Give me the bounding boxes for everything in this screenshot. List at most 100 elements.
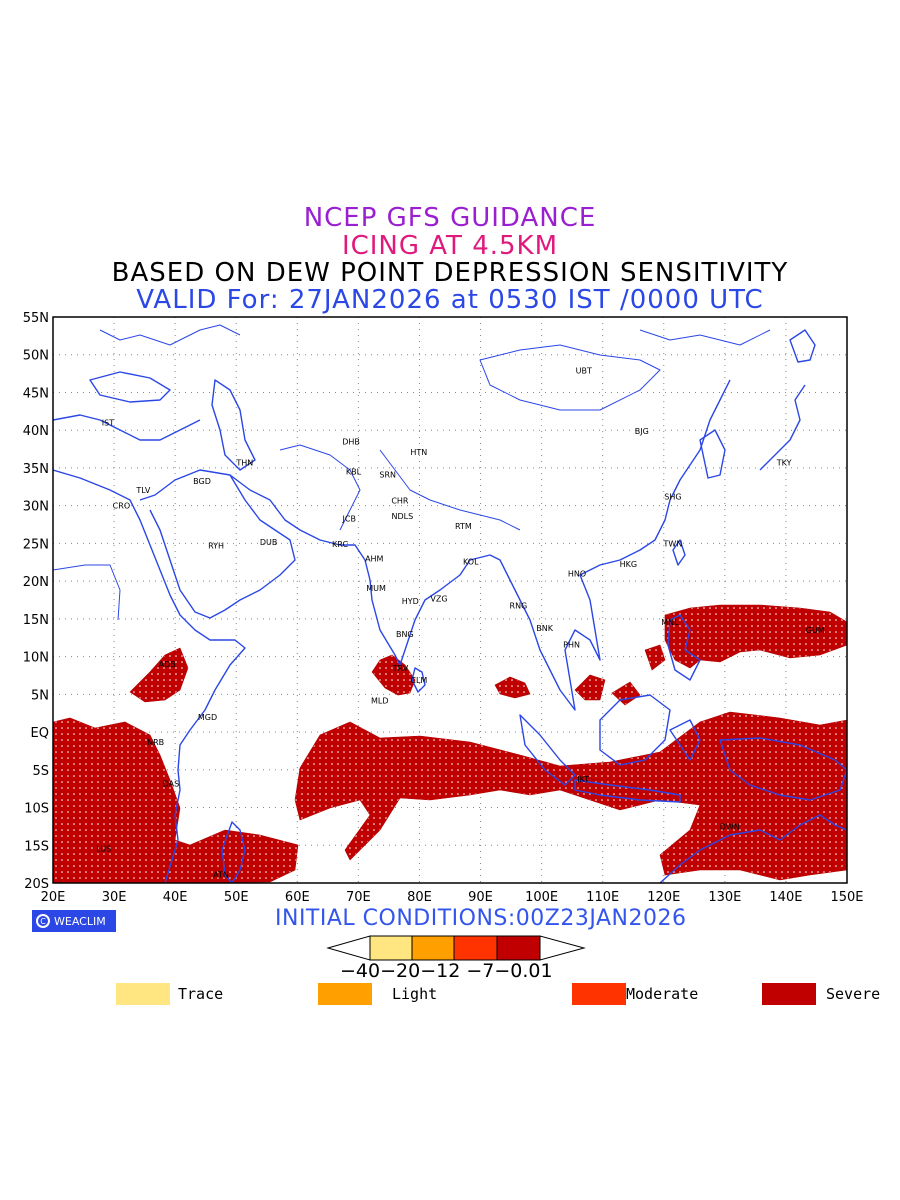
y-tick-label: 15N (23, 613, 49, 628)
colorbar-right-arrow (539, 935, 586, 961)
city-label-mld: MLD (371, 696, 389, 705)
city-label-trv: TRV (392, 664, 409, 673)
y-tick-label: 50N (23, 349, 49, 364)
city-label-vzg: VZG (430, 594, 447, 603)
colorbar-light (411, 935, 455, 961)
city-label-hkg: HKG (620, 560, 637, 569)
city-label-kbl: KBL (346, 468, 362, 477)
legend-label-light: Light (392, 985, 438, 1003)
city-label-clm: CLM (410, 676, 427, 685)
city-label-dwn: DWN (720, 822, 740, 831)
icing-region-sri-lanka (371, 654, 416, 696)
x-tick-label: 100E (525, 890, 558, 905)
legend-item-trace: Trace (116, 982, 223, 1006)
coastlines (53, 324, 847, 883)
city-label-bng: BNG (396, 630, 414, 639)
city-label-rtm: RTM (455, 522, 472, 531)
city-label-hyd: HYD (402, 597, 419, 606)
legend-swatch-trace (116, 983, 170, 1005)
city-label-gum: GUM (806, 626, 825, 635)
y-tick-label: 20S (24, 877, 49, 892)
y-tick-label: 20N (23, 575, 49, 590)
colorbar-trace (369, 935, 413, 961)
city-label-jkt: JKT (576, 775, 589, 784)
legend-label-moderate: Moderate (626, 985, 699, 1003)
icing-region-indian-ocean-belt (294, 711, 847, 881)
x-tick-label: 110E (586, 890, 619, 905)
colorbar-left-arrow (326, 935, 371, 961)
y-tick-label: 15S (24, 839, 49, 854)
x-tick-label: 30E (102, 890, 127, 905)
city-label-bjg: BJG (635, 427, 649, 436)
x-tick-label: 20E (41, 890, 66, 905)
city-label-lus: LUS (96, 844, 111, 853)
x-tick-label: 80E (407, 890, 432, 905)
x-tick-label: 90E (468, 890, 493, 905)
city-label-tky: TKY (776, 459, 792, 468)
title-line-1: NCEP GFS GUIDANCE (303, 203, 597, 233)
y-tick-label: 35N (23, 462, 49, 477)
city-label-thn: THN (235, 459, 253, 468)
city-label-ist: IST (102, 419, 114, 428)
x-tick-label: 150E (830, 890, 863, 905)
city-label-ubt: UBT (576, 367, 592, 376)
colorbar-moderate (453, 935, 498, 961)
city-label-rng: RNG (510, 601, 528, 610)
y-tick-label: 40N (23, 424, 49, 439)
city-label-das: DAS (163, 779, 180, 788)
city-label-srn: SRN (379, 471, 396, 480)
title-line-4: VALID For: 27JAN2026 at 0530 IST /0000 U… (136, 285, 764, 315)
icing-region-malay (574, 674, 606, 701)
city-label-shg: SHG (664, 493, 681, 502)
y-tick-label: 30N (23, 500, 49, 515)
city-label-adb: ADB (159, 660, 176, 669)
city-label-bnk: BNK (536, 624, 553, 633)
city-label-jcb: JCB (342, 514, 356, 523)
x-tick-label: 60E (285, 890, 310, 905)
city-label-kol: KOL (463, 558, 479, 567)
city-label-ryh: RYH (208, 542, 224, 551)
colorbar-severe (496, 935, 541, 961)
x-tick-label: 140E (769, 890, 802, 905)
icing-region-ethiopia (129, 647, 189, 703)
city-label-cro: CRO (113, 502, 130, 511)
severe-icing-regions (53, 604, 847, 883)
legend-swatch-moderate (572, 983, 626, 1005)
city-label-mgd: MGD (198, 713, 217, 722)
city-label-ahm: AHM (365, 554, 383, 563)
city-labels: UBT IST BJG DHB HTN TKY THN KBL SRN BGD TLV CHR SHG C… (96, 367, 825, 880)
colorbar (326, 935, 586, 961)
y-tick-label: 45N (23, 386, 49, 401)
legend-swatch-severe (762, 983, 816, 1005)
icing-region-philippines-south (644, 644, 666, 671)
city-label-chr: CHR (391, 496, 409, 505)
city-label-phn: PHN (563, 641, 580, 650)
city-label-mnl: MNL (661, 618, 679, 627)
y-tick-label: EQ (31, 726, 49, 741)
legend-label-severe: Severe (826, 985, 881, 1003)
city-label-krc: KRC (332, 540, 348, 549)
legend-item-light: Light (318, 982, 437, 1006)
weaclim-logo: C WEACLIM (32, 910, 116, 932)
city-label-tlv: TLV (135, 486, 150, 495)
city-label-dub: DUB (260, 538, 278, 547)
city-label-dhb: DHB (342, 438, 360, 447)
y-tick-label: 25N (23, 537, 49, 552)
city-label-atn: ATN (213, 871, 229, 880)
city-label-mum: MUM (366, 584, 386, 593)
icing-region-west-pacific (664, 604, 847, 669)
legend-swatch-light (318, 983, 372, 1005)
x-tick-label: 50E (224, 890, 249, 905)
city-label-hno: HNO (568, 570, 586, 579)
y-axis-labels: 55N 50N 45N 40N 35N 30N 25N 20N 15N 10N 5N EQ 5S 10S 1… (23, 311, 49, 892)
logo-c-icon: C (36, 914, 50, 928)
city-label-nrb: NRB (147, 738, 164, 747)
map-frame (52, 316, 848, 884)
x-tick-label: 70E (346, 890, 371, 905)
map-grid (53, 317, 847, 883)
x-tick-label: 120E (647, 890, 680, 905)
colorbar-tick-labels: −40−20−12 −7−0.01 (340, 960, 553, 982)
y-tick-label: 10S (24, 802, 49, 817)
city-label-twn: TWN (663, 539, 683, 548)
city-label-htn: HTN (410, 448, 427, 457)
